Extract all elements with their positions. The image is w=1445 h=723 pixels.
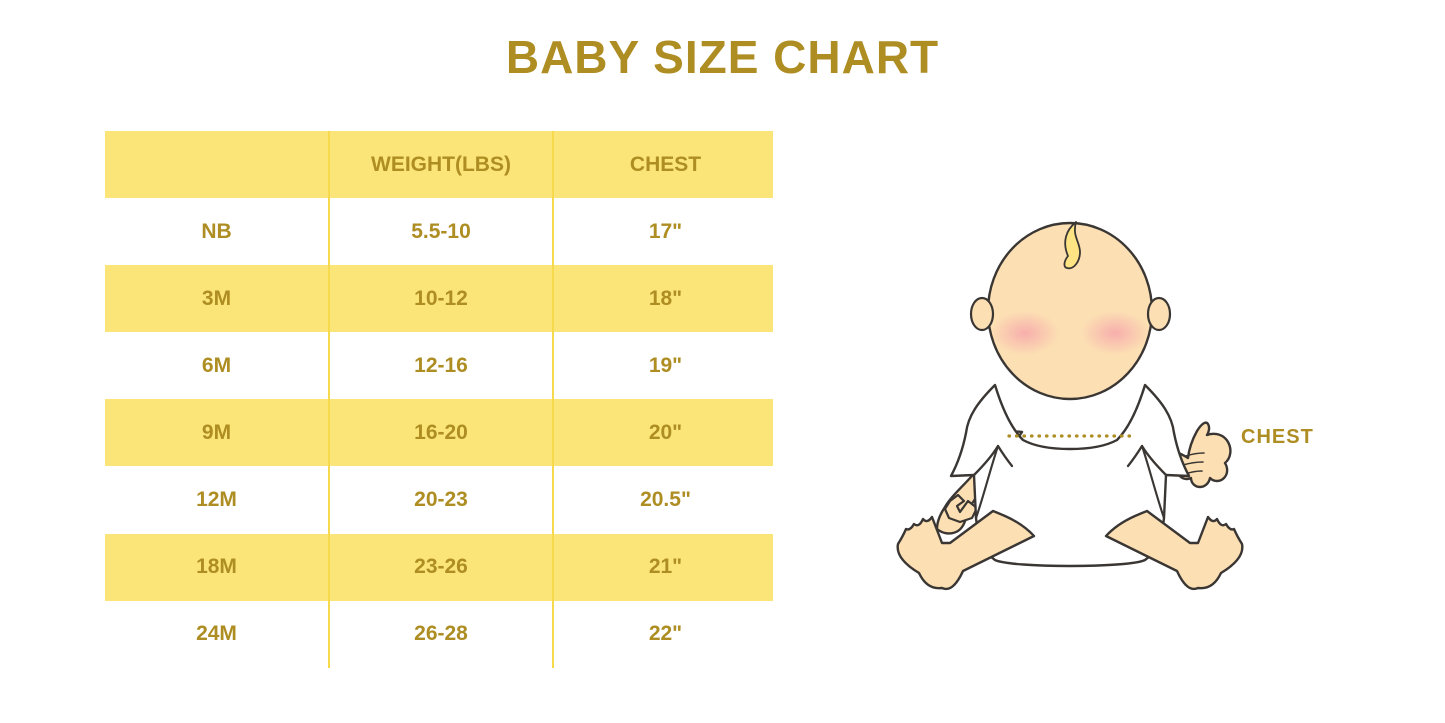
svg-text:CHEST: CHEST	[1241, 426, 1314, 448]
